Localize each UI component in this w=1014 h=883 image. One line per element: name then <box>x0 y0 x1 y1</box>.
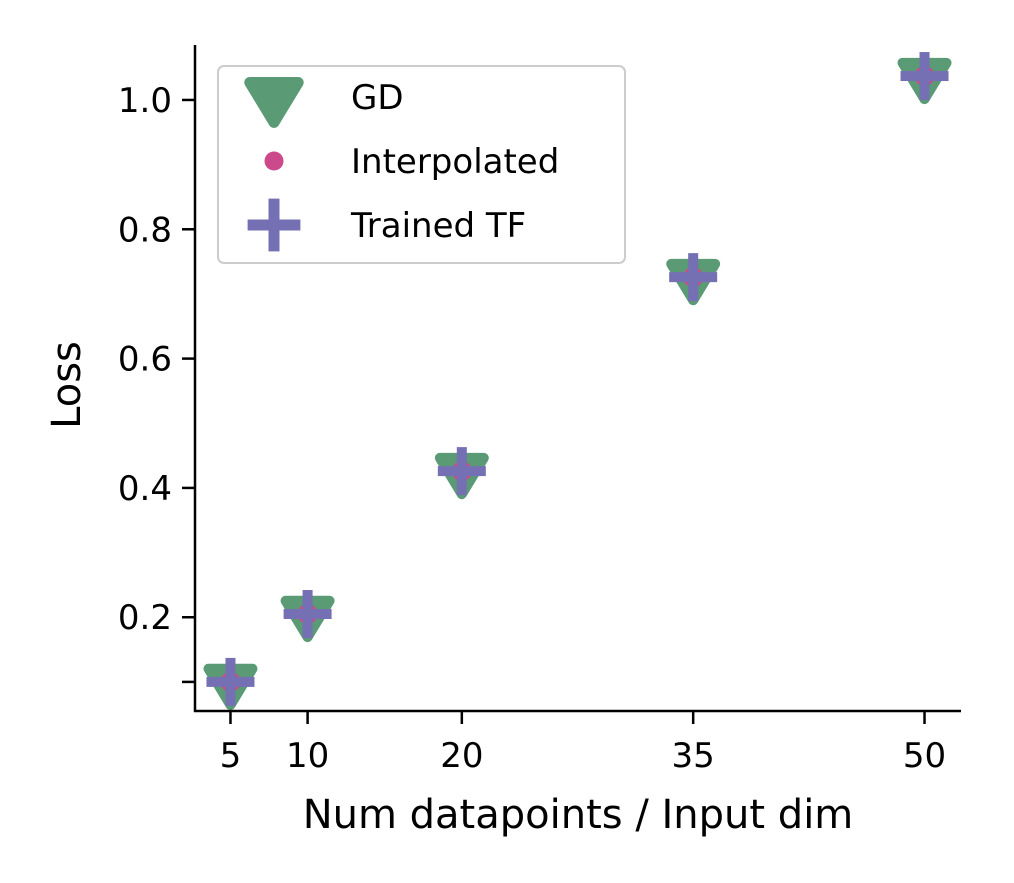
x-axis-label: Num datapoints / Input dim <box>303 792 854 838</box>
plot-marks <box>203 52 952 711</box>
legend-label: Trained TF <box>350 206 526 246</box>
x-tick-label: 35 <box>672 736 715 776</box>
y-tick-label: 0.4 <box>118 469 172 509</box>
y-tick-label: 0.2 <box>118 598 172 638</box>
legend-label: GD <box>351 78 404 118</box>
point-trained-tf <box>437 447 486 496</box>
legend-marker-interpolated <box>264 151 284 171</box>
legend-label: Interpolated <box>351 142 559 182</box>
point-trained-tf <box>206 657 255 706</box>
x-tick-label: 20 <box>440 736 483 776</box>
legend-marker-gd <box>244 76 304 128</box>
y-ticks: 0.2 0.4 0.6 0.8 1.0 <box>118 81 195 684</box>
y-tick-label: 0.8 <box>118 210 172 250</box>
y-tick-label: 0.6 <box>118 340 172 380</box>
legend: GD Interpolated Trained TF <box>217 65 626 264</box>
x-tick-label: 10 <box>286 736 329 776</box>
point-trained-tf <box>283 590 332 639</box>
y-axis-label: Loss <box>44 341 90 429</box>
point-trained-tf <box>900 52 949 101</box>
x-tick-label: 50 <box>903 736 946 776</box>
y-tick-label: 1.0 <box>118 81 172 121</box>
x-ticks: 5 10 20 35 50 <box>220 711 946 776</box>
legend-frame <box>217 65 626 264</box>
point-trained-tf <box>669 253 718 302</box>
x-tick-label: 5 <box>220 736 242 776</box>
legend-marker-trained-tf <box>247 198 301 252</box>
